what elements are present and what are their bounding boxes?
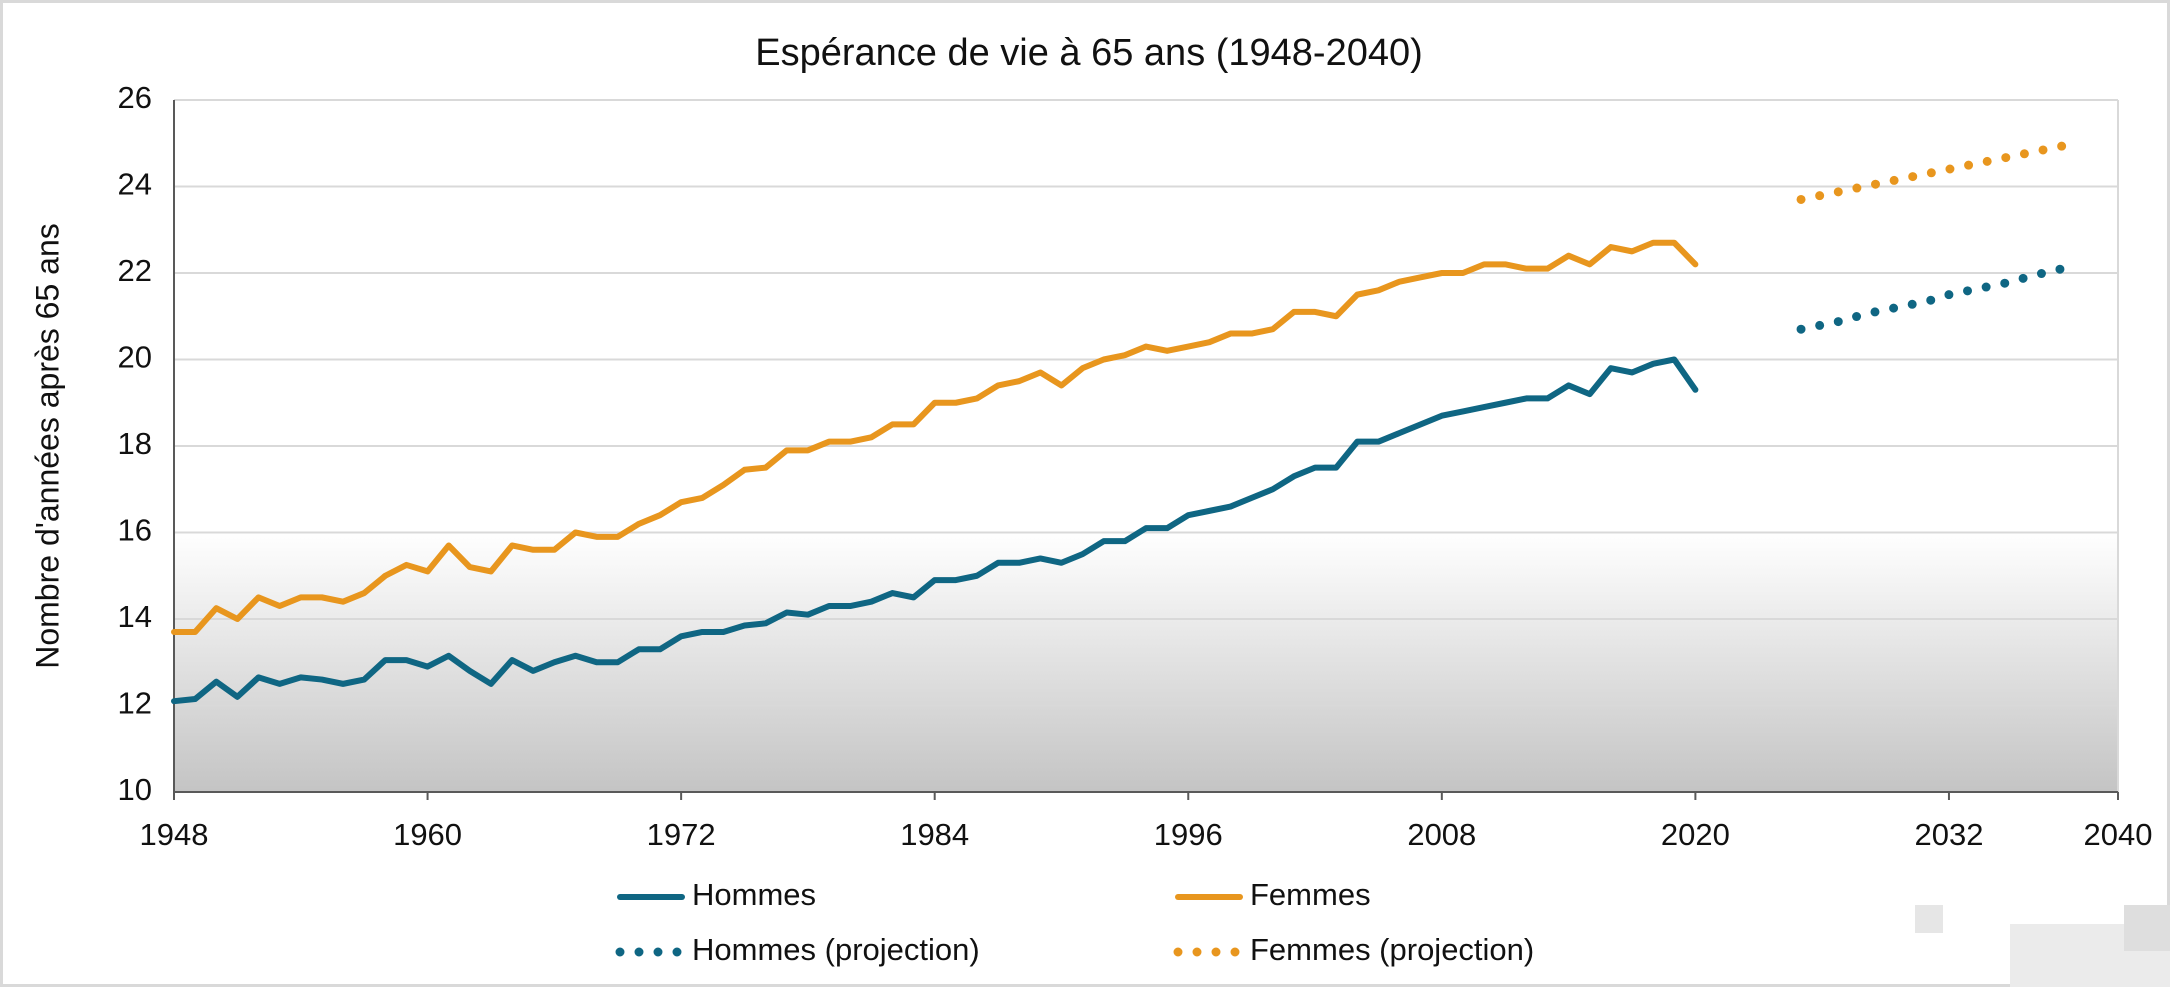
x-tick-label: 1948 <box>140 817 209 852</box>
y-tick-label: 10 <box>118 772 152 807</box>
x-tick-label: 2032 <box>1914 817 1983 852</box>
y-tick-label: 20 <box>118 340 152 375</box>
x-tick-label: 2020 <box>1661 817 1730 852</box>
x-tick-label: 2008 <box>1407 817 1476 852</box>
y-tick-label: 24 <box>118 167 152 202</box>
series-line <box>1796 259 2081 334</box>
x-tick-label: 2040 <box>2084 817 2153 852</box>
x-tick-label: 1972 <box>647 817 716 852</box>
y-tick-label: 18 <box>118 426 152 461</box>
y-tick-label: 16 <box>118 513 152 548</box>
x-tick-label: 1984 <box>900 817 969 852</box>
chart-title: Espérance de vie à 65 ans (1948-2040) <box>755 32 1423 74</box>
y-tick-label: 12 <box>118 686 152 721</box>
series-line <box>171 356 1699 705</box>
decor <box>1915 905 1943 933</box>
legend-label: Femmes (projection) <box>1250 932 1534 967</box>
legend-label: Hommes <box>692 877 816 912</box>
decor <box>2124 905 2170 951</box>
plot-shading <box>174 532 2118 792</box>
y-axis-label: Nombre d'années après 65 ans <box>29 223 65 669</box>
legend-label: Hommes (projection) <box>692 932 980 967</box>
y-tick-label: 22 <box>118 253 152 288</box>
series-line <box>1796 138 2081 204</box>
x-tick-label: 1960 <box>393 817 462 852</box>
y-tick-label: 14 <box>118 599 152 634</box>
legend-label: Femmes <box>1250 877 1371 912</box>
series-line <box>171 239 1699 635</box>
x-tick-label: 1996 <box>1154 817 1223 852</box>
y-tick-label: 26 <box>118 80 152 115</box>
